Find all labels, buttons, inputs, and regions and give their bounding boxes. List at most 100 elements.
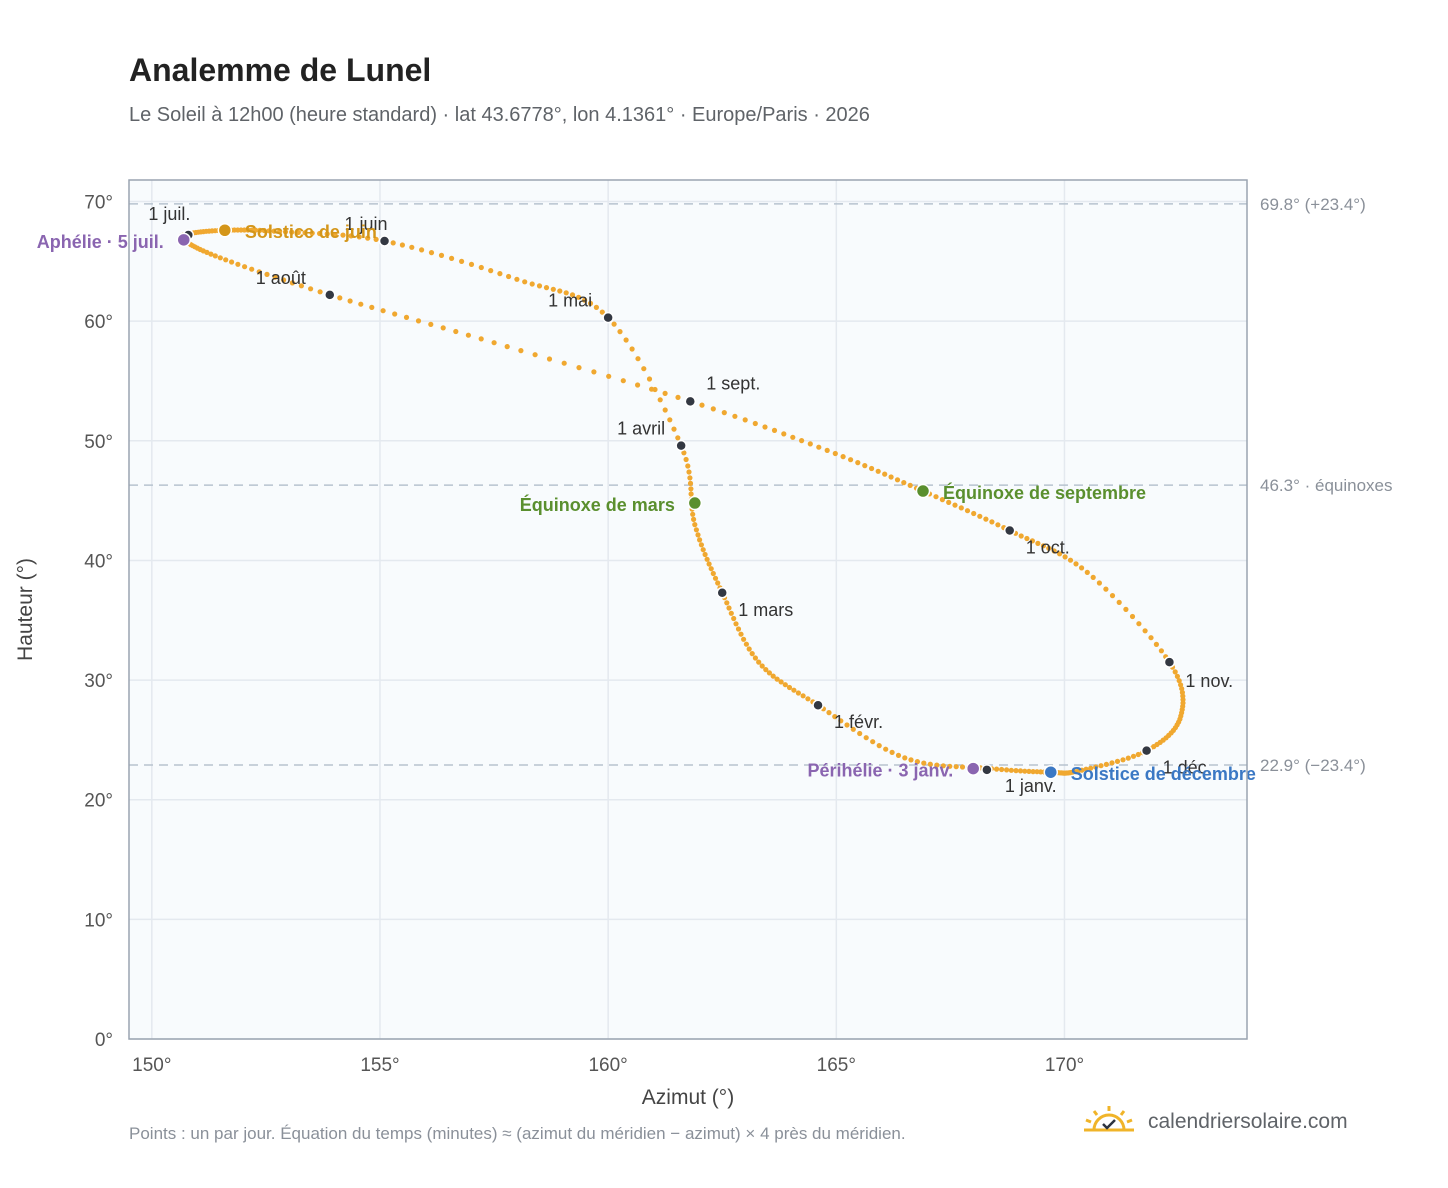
- daily-dot: [697, 537, 703, 543]
- daily-dot: [591, 369, 597, 375]
- daily-dot: [1174, 673, 1180, 680]
- reference-line-label: 22.9° (−23.4°): [1260, 756, 1366, 775]
- daily-dot: [1103, 761, 1109, 768]
- daily-dot: [977, 513, 983, 519]
- daily-dot: [419, 247, 425, 253]
- event-label: Solstice de juin: [245, 222, 377, 242]
- month-label: 1 oct.: [1026, 538, 1070, 558]
- y-tick-label: 50°: [84, 432, 113, 453]
- daily-dot: [1083, 766, 1089, 772]
- daily-dot: [504, 344, 510, 350]
- event-label: Aphélie · 5 juil.: [37, 232, 164, 252]
- daily-dot: [952, 502, 958, 508]
- daily-dot: [721, 410, 727, 416]
- y-tick-label: 30°: [84, 671, 113, 692]
- daily-dot: [731, 615, 737, 622]
- event-marker: [1043, 764, 1059, 780]
- daily-dot: [271, 228, 277, 234]
- daily-dot: [380, 308, 386, 314]
- daily-dot: [1013, 768, 1019, 774]
- daily-dot: [1158, 648, 1164, 654]
- daily-dot: [358, 301, 364, 307]
- daily-dot: [816, 444, 822, 450]
- month-marker: [1003, 524, 1016, 537]
- daily-dot: [704, 556, 710, 562]
- page-title: Analemme de Lunel: [129, 52, 432, 88]
- event-label: Périhélie · 3 janv.: [807, 761, 953, 781]
- daily-dot: [693, 527, 700, 533]
- daily-dot: [546, 356, 553, 362]
- daily-dot: [289, 280, 295, 286]
- daily-dot: [229, 259, 235, 265]
- event-label: Équinoxe de mars: [520, 494, 675, 515]
- daily-dot: [807, 441, 813, 447]
- daily-dot: [440, 325, 446, 331]
- daily-dot: [927, 761, 933, 767]
- daily-dot: [778, 679, 784, 685]
- daily-dot: [1098, 763, 1104, 769]
- daily-dot: [781, 431, 787, 437]
- daily-dot: [939, 497, 946, 503]
- daily-dot: [940, 763, 946, 769]
- daily-dot: [914, 759, 921, 765]
- daily-dot: [543, 285, 550, 291]
- daily-dot: [1125, 755, 1131, 761]
- daily-dot: [599, 309, 605, 315]
- month-marker: [324, 289, 336, 301]
- daily-dot: [635, 382, 641, 388]
- x-axis-label: Azimut (°): [642, 1086, 734, 1109]
- daily-dot: [908, 757, 914, 763]
- axis-ticks: 150° 155° 160° 165° 170° 0° 10° 20° 30° 40° 50° 60°…: [84, 193, 1084, 1076]
- month-label: 1 juil.: [148, 204, 190, 224]
- daily-dot: [409, 244, 415, 250]
- event-marker: [915, 483, 931, 499]
- daily-dot: [415, 318, 422, 324]
- daily-dot: [1034, 769, 1040, 775]
- daily-dot: [257, 227, 263, 233]
- brand-name[interactable]: calendriersolaire.com: [1148, 1109, 1348, 1133]
- daily-dot: [699, 402, 705, 408]
- month-label: 1 août: [256, 268, 306, 288]
- y-tick-label: 60°: [84, 312, 113, 333]
- daily-dot: [686, 469, 692, 475]
- daily-dot: [691, 516, 697, 523]
- brand[interactable]: calendriersolaire.com: [1082, 1104, 1348, 1139]
- daily-dot: [324, 231, 330, 237]
- daily-dot: [762, 424, 768, 430]
- daily-dot: [298, 283, 304, 289]
- daily-dot: [1123, 606, 1129, 613]
- daily-dot: [774, 676, 780, 682]
- daily-dot: [212, 253, 218, 259]
- daily-dot: [724, 600, 730, 606]
- daily-dot: [882, 471, 888, 477]
- month-marker: [684, 395, 697, 408]
- event-markers: Solstice de juin Aphélie · 5 juil. Équinox…: [37, 222, 1256, 784]
- analemma-curve: [178, 227, 1186, 776]
- daily-dot: [308, 286, 314, 292]
- daily-dot: [532, 352, 538, 358]
- daily-dot: [964, 508, 971, 514]
- daily-dot: [756, 659, 762, 665]
- daily-dot: [1109, 593, 1116, 599]
- daily-dot: [733, 621, 739, 627]
- daily-dot: [459, 258, 465, 264]
- daily-dot: [848, 457, 854, 463]
- daily-dot: [1135, 751, 1141, 758]
- daily-dot: [1067, 557, 1074, 563]
- daily-dot: [617, 329, 623, 335]
- daily-dot: [356, 234, 362, 240]
- daily-dot: [999, 766, 1005, 773]
- daily-dot: [1142, 628, 1148, 634]
- daily-dot: [1040, 543, 1046, 549]
- daily-dot: [282, 229, 289, 235]
- daily-dot: [840, 454, 846, 460]
- daily-dot: [635, 356, 641, 362]
- daily-dot: [959, 764, 966, 770]
- daily-dot: [629, 346, 635, 352]
- daily-dot: [706, 561, 712, 567]
- daily-dot: [763, 667, 769, 673]
- daily-dot: [662, 407, 668, 413]
- daily-dot: [743, 641, 750, 647]
- y-tick-label: 10°: [84, 910, 113, 931]
